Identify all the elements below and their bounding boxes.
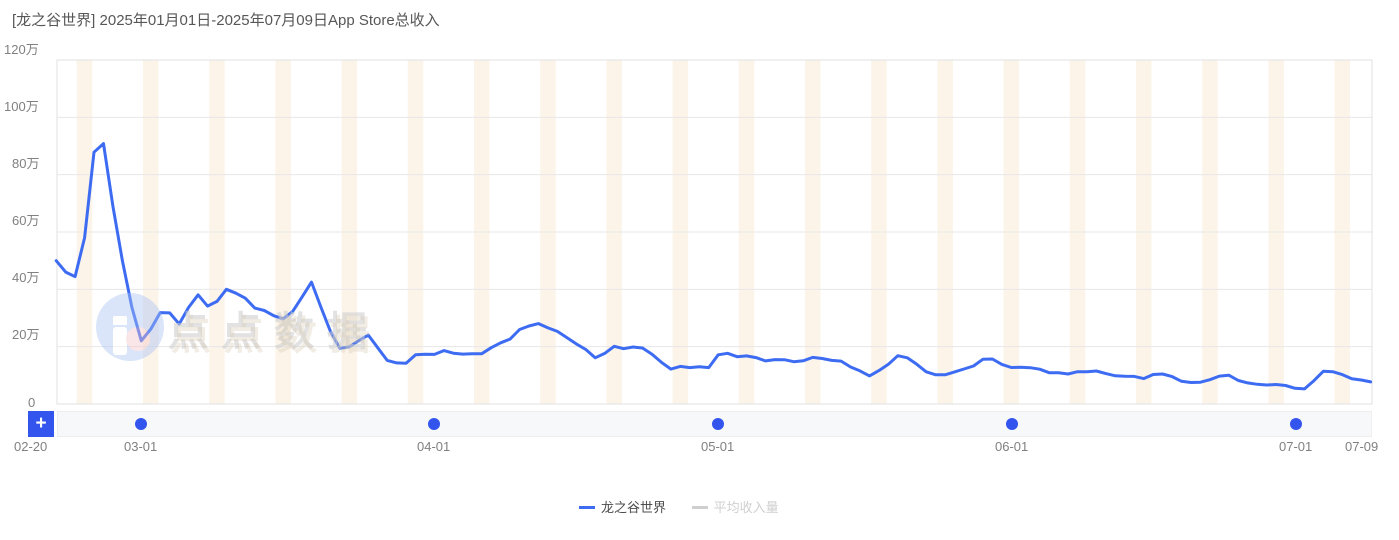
svg-text:点点数据: 点点数据 <box>171 314 383 358</box>
